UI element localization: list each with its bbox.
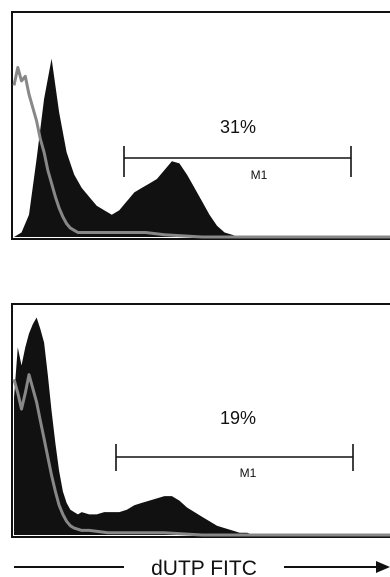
histogram-series-layer	[12, 317, 390, 537]
gate-percent: 31%	[220, 117, 256, 137]
histogram-series-layer	[12, 58, 390, 239]
gate-label: M1	[251, 168, 268, 182]
panel-frame	[11, 11, 390, 240]
x-axis-label: dUTP FITC	[151, 557, 257, 577]
histogram-outline-series	[12, 66, 390, 239]
arrowhead-icon	[376, 561, 390, 573]
histogram-panel-top: 31% M1	[11, 11, 390, 240]
gate-label: M1	[240, 466, 257, 480]
x-axis-label-group: dUTP FITC	[14, 557, 390, 577]
histogram-fill-series	[14, 58, 390, 237]
gate-marker	[123, 146, 352, 177]
panel-frame	[11, 303, 390, 538]
histogram-outline-series	[12, 373, 390, 537]
gate-percent: 19%	[220, 408, 256, 428]
histogram-panel-bottom: 19% M1	[11, 303, 390, 538]
histogram-fill-series	[14, 317, 390, 535]
gate-marker	[115, 444, 354, 471]
